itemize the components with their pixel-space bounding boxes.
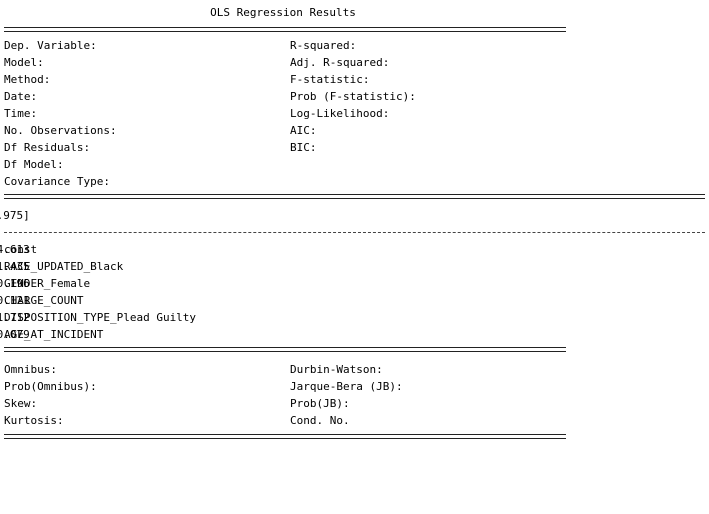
summary-label-2: Adj. R-squared: — [290, 56, 390, 69]
table-row: GENDER_Female -0.4878 0.349 -1.398 0.162… — [0, 275, 90, 292]
summary-row: Method: Least Squares F-statistic: 18.29 — [0, 71, 369, 88]
summary-row: Df Residuals: 18479 BIC: 1.379e+05 — [0, 139, 317, 156]
variable-name: GENDER_Female — [4, 277, 91, 290]
variable-name: DISPOSITION_TYPE_Plead Guilty — [4, 311, 197, 324]
diagnostics-row: Kurtosis: 30.086 Cond. No. 233. — [0, 412, 350, 429]
diagnostic-label: Skew: — [4, 397, 38, 410]
summary-label-2: F-statistic: — [290, 73, 370, 86]
ci-upper-value: 4.613 — [0, 243, 30, 256]
ci-upper-value: 0.196 — [0, 277, 30, 290]
summary-label-2: Log-Likelihood: — [290, 107, 390, 120]
double-rule — [4, 434, 566, 439]
summary-row: Dep. Variable: TERM_IN_MONTHS R-squared:… — [0, 37, 356, 54]
summary-row: No. Observations: 18485 AIC: 1.379e+05 — [0, 122, 317, 139]
variable-name: CHARGE_COUNT — [4, 294, 84, 307]
table-row: DISPOSITION_TYPE_Plead Guilty -2.3103 0.… — [0, 309, 196, 326]
diagnostics-row: Skew: 4.110 Prob(JB): 0.00 — [0, 395, 350, 412]
summary-label: Df Residuals: — [4, 141, 91, 154]
summary-row: Model: OLS Adj. R-squared: 0.005 — [0, 54, 389, 71]
diagnostic-label: Kurtosis: — [4, 414, 64, 427]
double-rule — [4, 194, 705, 199]
summary-label-2: AIC: — [290, 124, 317, 137]
summary-label: Covariance Type: — [4, 175, 110, 188]
dashed-rule — [4, 232, 705, 233]
variable-name: const — [4, 243, 38, 256]
ci-upper-value: 0.079 — [0, 328, 30, 341]
summary-label: Time: — [4, 107, 38, 120]
summary-label-2: Prob (F-statistic): — [290, 90, 416, 103]
summary-label: Method: — [4, 73, 51, 86]
table-row: RACE_UPDATED_Black 0.8850 0.281 3.155 0.… — [0, 258, 123, 275]
coef-header-row: coef std err t P>|t| [0.025 0.975] — [0, 207, 40, 224]
summary-label-2: BIC: — [290, 141, 317, 154]
diagnostic-label-2: Cond. No. — [290, 414, 350, 427]
summary-label: Dep. Variable: — [4, 39, 97, 52]
table-row: CHARGE_COUNT 0.0150 0.054 0.278 0.781 -0… — [0, 292, 83, 309]
variable-name: RACE_UPDATED_Black — [4, 260, 124, 273]
summary-label-2: R-squared: — [290, 39, 357, 52]
summary-row: Date: Sun, 09 Oct 2022 Prob (F-statistic… — [0, 88, 416, 105]
table-row: const 3.5108 0.562 6.244 0.000 2.409 4.6… — [0, 241, 40, 258]
diagnostics-row: Prob(Omnibus): 0.000 Jarque-Bera (JB): 6… — [0, 378, 403, 395]
diagnostic-label-2: Durbin-Watson: — [290, 363, 383, 376]
double-rule — [4, 27, 566, 32]
table-row: AGE_AT_INCIDENT 0.0534 0.013 4.167 0.000… — [0, 326, 103, 343]
summary-label: Model: — [4, 56, 44, 69]
summary-label: No. Observations: — [4, 124, 117, 137]
diagnostic-label: Prob(Omnibus): — [4, 380, 97, 393]
diagnostic-label: Omnibus: — [4, 363, 57, 376]
results-title: OLS Regression Results — [210, 6, 356, 19]
ci-upper-value: 0.121 — [0, 294, 30, 307]
ci-upper-value: 1.435 — [0, 260, 30, 273]
summary-row: Df Model: 5 — [0, 156, 64, 173]
summary-label: Date: — [4, 90, 38, 103]
diagnostic-label-2: Jarque-Bera (JB): — [290, 380, 403, 393]
variable-name: AGE_AT_INCIDENT — [4, 328, 104, 341]
summary-row: Covariance Type: nonrobust — [0, 173, 110, 190]
ci-upper-value: -1.712 — [0, 311, 30, 324]
header-ci-upper: 0.975] — [0, 209, 30, 222]
diagnostic-label-2: Prob(JB): — [290, 397, 350, 410]
double-rule — [4, 347, 566, 352]
summary-label: Df Model: — [4, 158, 64, 171]
summary-row: Time: 18:03:37 Log-Likelihood: -68919. — [0, 105, 389, 122]
diagnostics-row: Omnibus: 16120.165 Durbin-Watson: 1.770 — [0, 361, 383, 378]
